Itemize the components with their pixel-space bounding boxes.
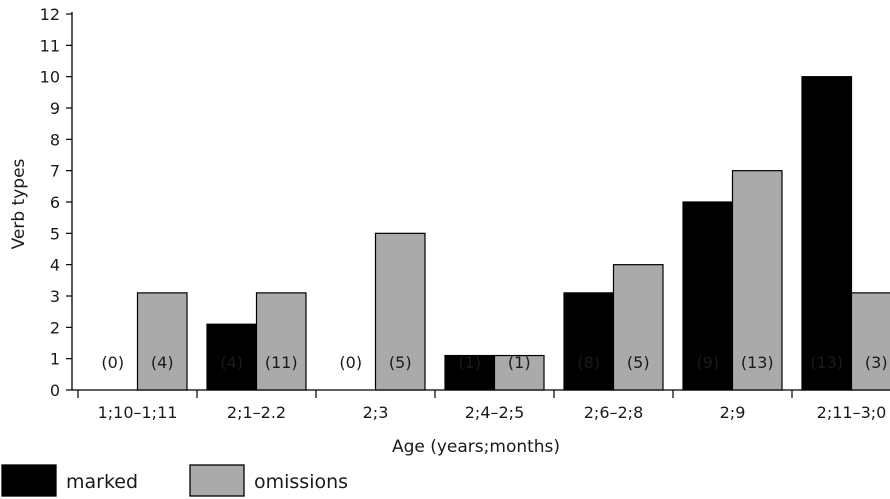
y-tick-label: 4 [50, 256, 60, 275]
y-tick-label: 8 [50, 130, 60, 149]
bar-marked [801, 76, 853, 391]
bar-omissions [136, 292, 188, 391]
legend-swatch-marked [1, 464, 57, 497]
data-label-omissions: (4) [151, 353, 174, 372]
x-axis-title: Age (years;months) [392, 437, 560, 457]
y-tick-label: 1 [50, 350, 60, 369]
y-tick-label: 3 [50, 287, 60, 306]
y-tick-label: 9 [50, 99, 60, 118]
data-label-marked: (0) [339, 353, 362, 372]
data-label-marked: (8) [577, 353, 600, 372]
data-label-omissions: (13) [741, 353, 774, 372]
y-tick-label: 7 [50, 162, 60, 181]
bar-omissions [493, 354, 545, 391]
data-label-omissions: (11) [265, 353, 298, 372]
legend: marked omissions [1, 464, 348, 497]
legend-label-omissions: omissions [254, 471, 348, 493]
data-label-marked: (4) [220, 353, 243, 372]
bar-omissions [255, 292, 307, 391]
y-tick-label: 11 [40, 36, 60, 55]
y-tick-label: 10 [40, 68, 60, 87]
y-tick-label: 2 [50, 318, 60, 337]
bar-marked [563, 292, 615, 391]
data-label-omissions: (5) [389, 353, 412, 372]
x-tick-label: 1;10–1;11 [98, 403, 178, 422]
bar-omissions [850, 292, 890, 391]
bar-marked [444, 354, 496, 391]
bar-omissions [374, 232, 426, 391]
y-axis-title: Verb types [9, 158, 29, 249]
data-label-marked: (0) [101, 353, 124, 372]
bar-omissions [731, 170, 783, 391]
data-labels: (0) (4) (4) (11) (0) (5) (1) (1) (8) (5) (9) (13) (1… [101, 353, 887, 372]
data-label-marked: (1) [458, 353, 481, 372]
legend-swatch-omissions [189, 464, 245, 497]
y-tick-label: 5 [50, 224, 60, 243]
legend-label-marked: marked [66, 471, 138, 493]
bar-marked [206, 323, 258, 391]
y-tick-label: 12 [40, 5, 60, 24]
y-tick-label: 6 [50, 193, 60, 212]
bar-omissions [612, 264, 664, 391]
data-label-omissions: (5) [627, 353, 650, 372]
bar-marked [682, 201, 734, 391]
x-tick-label: 2;9 [720, 403, 746, 422]
x-tick-label: 2;11–3;0 [817, 403, 887, 422]
data-label-omissions: (3) [865, 353, 888, 372]
bars [136, 76, 890, 391]
x-tick-label: 2;6–2;8 [584, 403, 644, 422]
x-tick-label: 2;4–2;5 [465, 403, 525, 422]
data-label-marked: (13) [810, 353, 843, 372]
y-tick-label: 0 [50, 381, 60, 400]
x-tick-label: 2;3 [363, 403, 389, 422]
data-label-marked: (9) [696, 353, 719, 372]
x-tick-label: 2;1–2.2 [227, 403, 286, 422]
data-label-omissions: (1) [508, 353, 531, 372]
